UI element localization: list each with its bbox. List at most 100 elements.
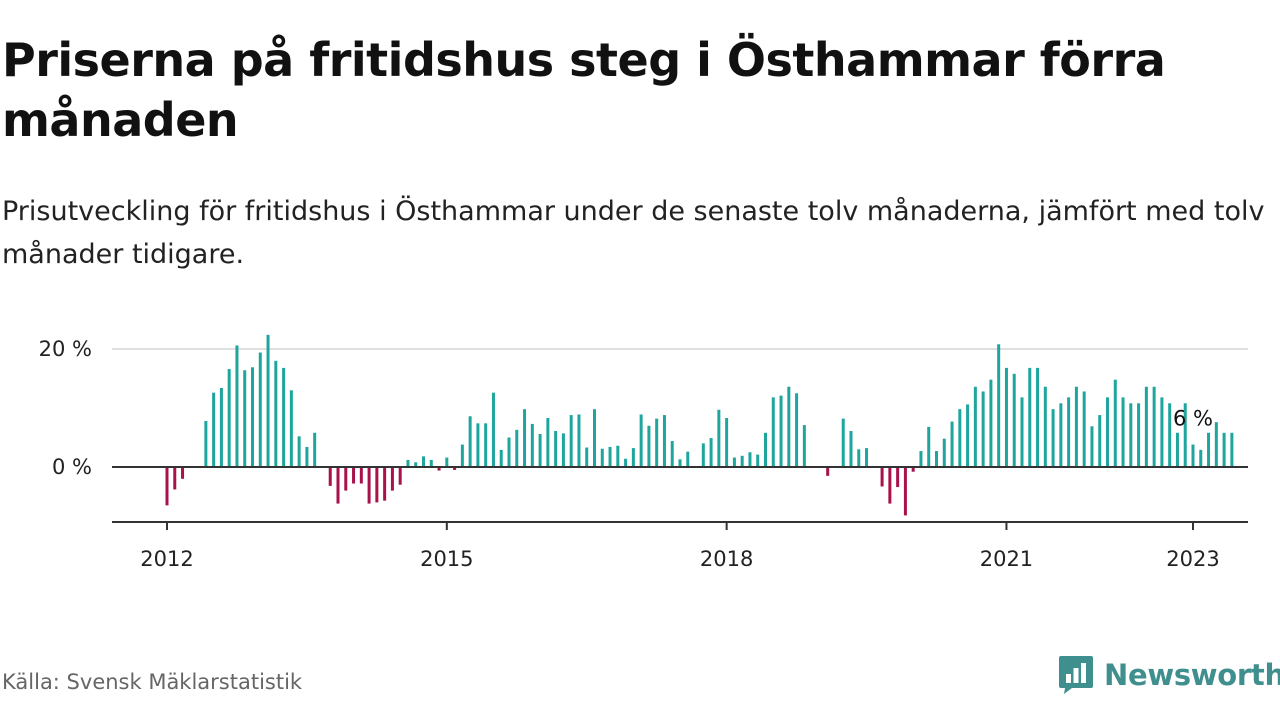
bar [608, 446, 612, 467]
bar [1144, 386, 1148, 467]
bar [1059, 403, 1063, 467]
bar [530, 423, 534, 467]
bar [686, 451, 690, 467]
bar [1106, 397, 1109, 467]
bar [600, 448, 604, 467]
bar [662, 415, 666, 467]
bar [678, 459, 682, 467]
bar [1090, 426, 1094, 467]
bar [732, 457, 736, 467]
bar [880, 467, 884, 487]
brand-name: Newsworthy [1104, 658, 1280, 692]
bar [896, 467, 900, 488]
bar [639, 414, 643, 467]
bar [997, 344, 1001, 467]
bar [585, 447, 589, 467]
x-tick-label: 2018 [700, 547, 753, 571]
bar [173, 467, 177, 490]
bar [554, 431, 558, 467]
bar [219, 387, 223, 467]
bar [1137, 403, 1141, 467]
bar [865, 448, 869, 467]
x-tick-label: 2015 [420, 547, 473, 571]
bar [383, 467, 387, 501]
bar [1067, 397, 1071, 467]
bar [181, 467, 185, 479]
bar [942, 438, 946, 467]
bar [1020, 397, 1024, 467]
bar [756, 454, 760, 467]
bar [764, 432, 767, 467]
bar [647, 425, 651, 467]
bar [725, 418, 729, 467]
bar [523, 409, 527, 467]
brand-logo-link[interactable]: Newsworthy [1058, 654, 1280, 696]
bar [802, 425, 806, 467]
bar [484, 423, 488, 467]
bar [740, 455, 744, 467]
x-tick-label: 2012 [140, 547, 193, 571]
bar [1183, 403, 1187, 467]
bar [561, 433, 565, 467]
bar [981, 391, 985, 467]
chart-title: Priserna på fritidshus steg i Östhammar … [2, 33, 1166, 147]
bar [305, 446, 309, 467]
bar [771, 397, 775, 467]
bar [297, 436, 301, 467]
bar [429, 459, 433, 467]
bar [888, 467, 892, 504]
bar [453, 467, 457, 470]
bar [624, 458, 628, 467]
bar [857, 449, 861, 467]
bar [1051, 409, 1055, 467]
bar [414, 462, 418, 467]
bar [1004, 367, 1008, 467]
x-tick-label: 2021 [980, 547, 1033, 571]
source-note: Källa: Svensk Mäklarstatistik [2, 670, 303, 694]
bar [826, 467, 830, 476]
bar [849, 431, 853, 467]
bar [398, 467, 402, 485]
x-tick-label: 2023 [1166, 547, 1219, 571]
y-tick-label: 0 % [52, 455, 92, 479]
bar [670, 441, 674, 467]
bar [1129, 403, 1133, 467]
bar [460, 444, 464, 467]
bar [328, 467, 332, 486]
bar [1191, 444, 1195, 467]
bar [1230, 432, 1234, 467]
bar [507, 437, 511, 467]
bar [779, 395, 783, 467]
bar [499, 449, 503, 467]
bar [282, 367, 286, 467]
bar [1036, 367, 1040, 467]
bar [701, 443, 705, 467]
bar [422, 456, 425, 467]
bar [655, 418, 659, 467]
bar [1222, 432, 1226, 467]
bar [546, 418, 550, 467]
bar [1207, 432, 1211, 467]
bar [1028, 367, 1032, 467]
bar [258, 352, 262, 467]
bar [375, 467, 379, 503]
bar [989, 379, 993, 467]
bar [1152, 386, 1156, 467]
bar [577, 414, 581, 467]
bar [973, 386, 977, 467]
bar [927, 426, 931, 467]
bar [313, 432, 317, 467]
bar [616, 445, 620, 467]
bars [165, 334, 1234, 516]
bar [476, 423, 480, 467]
bar [841, 418, 845, 467]
bar [491, 392, 495, 467]
bar [1168, 403, 1172, 467]
bar [235, 345, 239, 467]
y-tick-label: 20 % [39, 337, 92, 361]
bar [227, 369, 231, 467]
bar [1043, 386, 1047, 467]
bar [709, 438, 713, 467]
bar [243, 370, 247, 467]
bar [911, 467, 915, 472]
